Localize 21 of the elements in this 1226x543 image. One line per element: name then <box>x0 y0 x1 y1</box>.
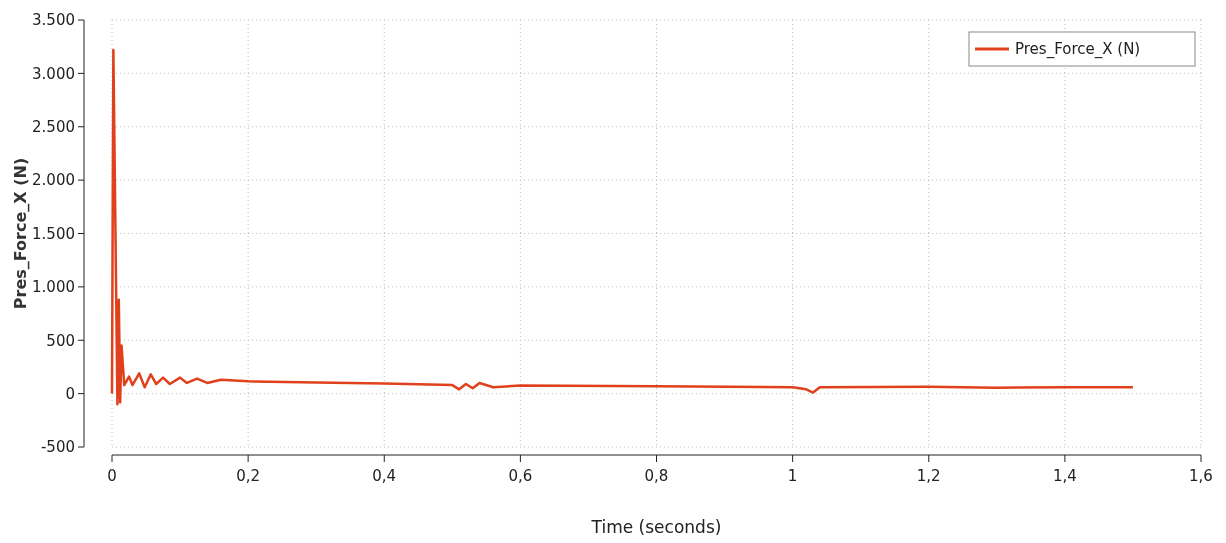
x-tick-label: 1,2 <box>916 467 941 485</box>
y-tick-label: 2.500 <box>32 118 75 136</box>
y-tick-label: 1.500 <box>32 224 75 243</box>
y-tick-label: 500 <box>46 331 75 350</box>
x-axis-title: Time (seconds) <box>590 517 722 537</box>
x-tick-label: 0,8 <box>644 467 669 485</box>
y-tick-label: -500 <box>40 438 75 457</box>
legend-label: Pres_Force_X (N) <box>1015 40 1141 60</box>
y-axis-title: Pres_Force_X (N) <box>11 157 30 310</box>
x-tick-label: 0,2 <box>236 467 261 485</box>
x-tick-label: 1 <box>787 467 798 485</box>
x-tick-label: 0,4 <box>372 467 397 485</box>
y-tick-label: 0 <box>65 384 75 403</box>
y-tick-label: 1.000 <box>32 278 75 297</box>
y-tick-label: 3.500 <box>32 11 75 30</box>
y-tick-label: 3.000 <box>32 64 75 83</box>
x-tick-label: 0,6 <box>508 467 533 485</box>
y-tick-label: 2.000 <box>32 171 75 190</box>
x-tick-label: 0 <box>107 467 117 485</box>
x-tick-label: 1,4 <box>1052 467 1077 485</box>
x-tick-label: 1,6 <box>1189 467 1213 485</box>
